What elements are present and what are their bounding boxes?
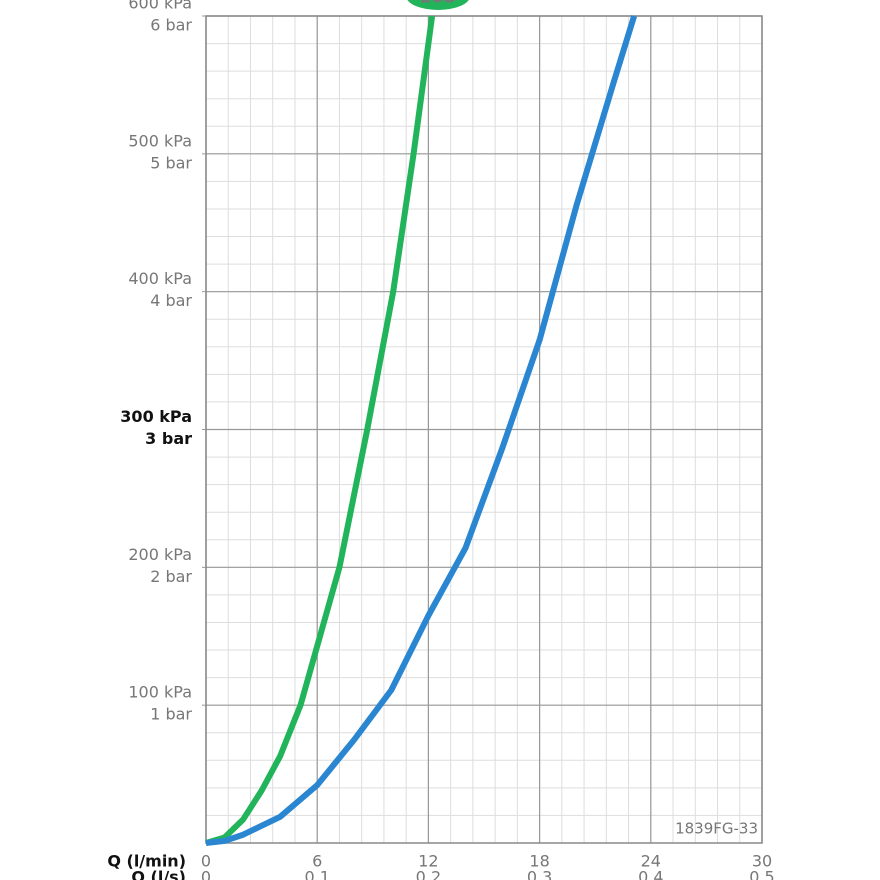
x-tick-label: 24 [641, 852, 661, 871]
y2-tick-label: 5 bar [150, 153, 192, 172]
plot-frame [205, 15, 763, 844]
y2-tick-label: 1 bar [150, 705, 192, 724]
y-tick-label: 200 kPa [128, 545, 192, 564]
y-tick-label: 500 kPa [128, 131, 192, 150]
x-tick-label: 18 [529, 852, 549, 871]
y-tick-label: 600 kPa [128, 0, 192, 13]
x2-tick-label: 0,4 [638, 868, 663, 880]
annotation: 1839FG-33 [675, 820, 758, 838]
y2-tick-label: 4 bar [150, 291, 192, 310]
y-tick-label: 300 kPa [120, 407, 192, 426]
x2-tick-label: 0,2 [416, 868, 441, 880]
series-label: ECO [420, 0, 456, 7]
series-badge [407, 0, 469, 10]
y2-tick-label: 3 bar [145, 429, 192, 448]
x2-tick-label: 0 [201, 868, 211, 880]
x2-tick-label: 0,5 [749, 868, 774, 880]
x-tick-label: 0 [201, 852, 211, 871]
line-series [205, 15, 637, 846]
x-axis-label: Q (l/min) [107, 852, 186, 871]
y2-tick-label: 6 bar [150, 16, 192, 35]
line-series [205, 15, 436, 846]
y-tick-label: 100 kPa [128, 683, 192, 702]
y2-tick-label: 2 bar [150, 567, 192, 586]
x2-tick-label: 0,1 [304, 868, 329, 880]
x2-axis-label: Q (l/s) [131, 868, 186, 880]
x-tick-label: 6 [312, 852, 322, 871]
x-tick-label: 12 [418, 852, 438, 871]
x2-tick-label: 0,3 [527, 868, 552, 880]
x-tick-label: 30 [752, 852, 772, 871]
y-tick-label: 400 kPa [128, 269, 192, 288]
